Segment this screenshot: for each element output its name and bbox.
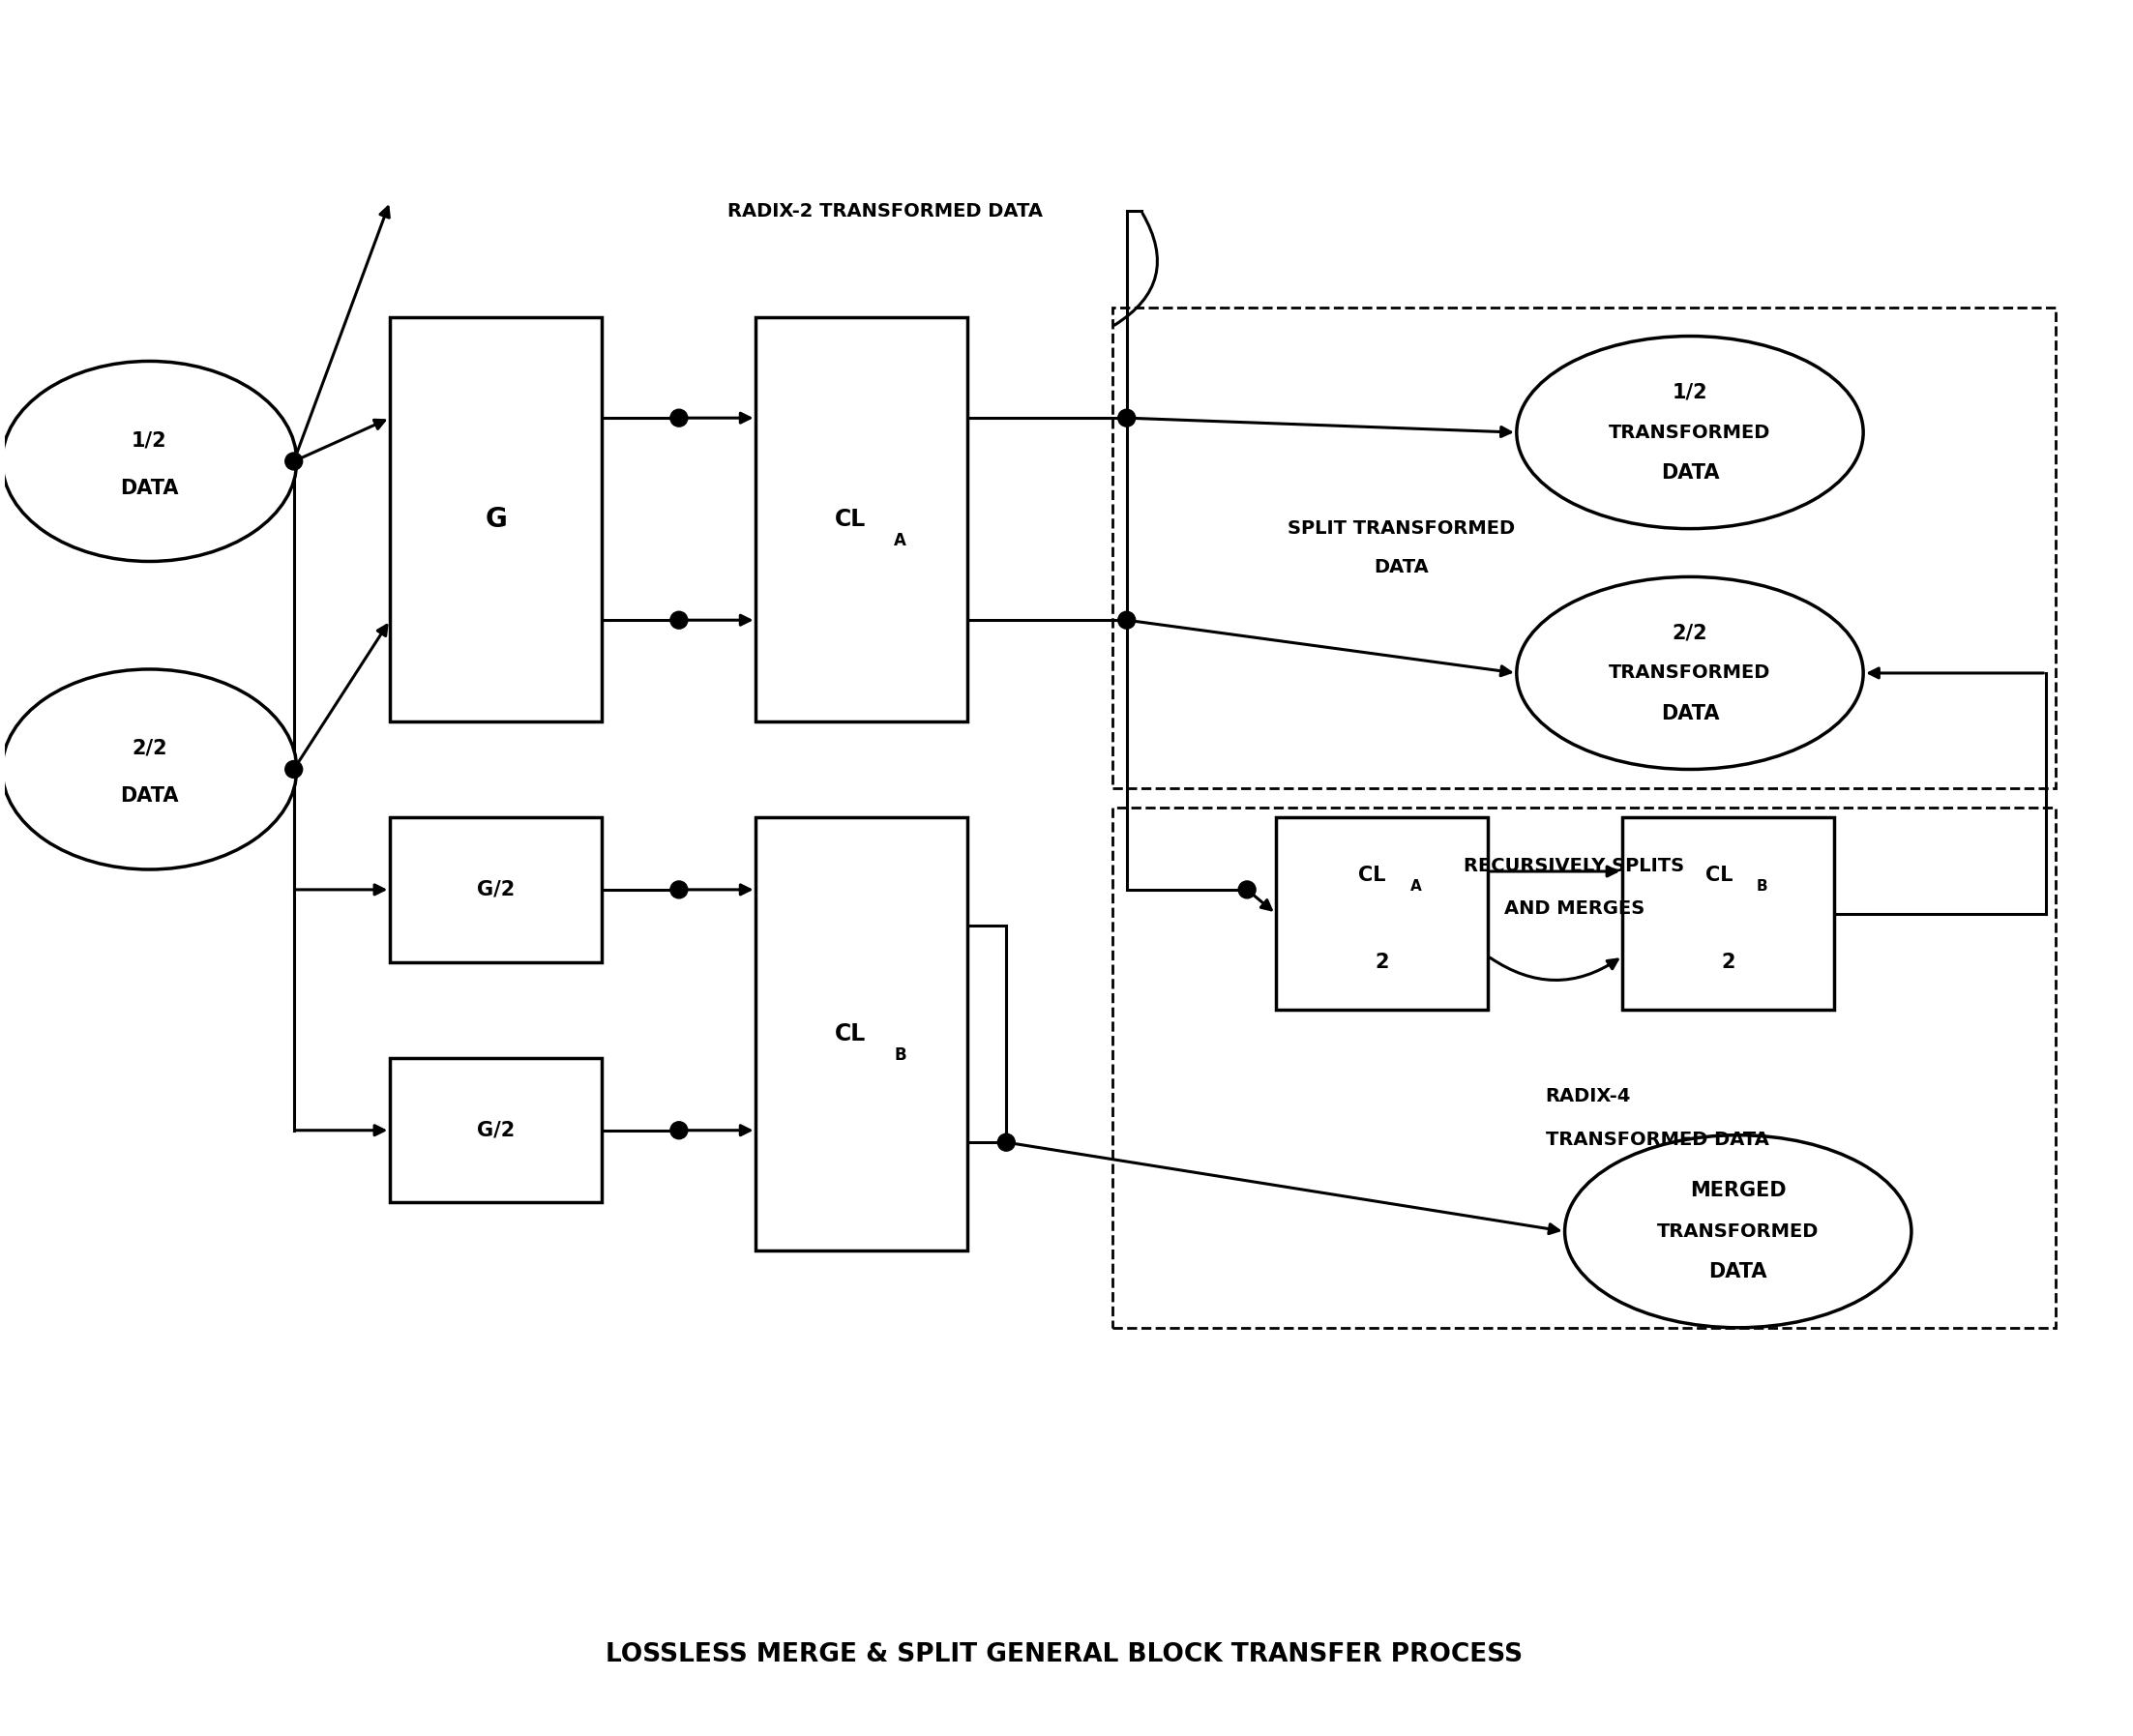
Text: RECURSIVELY SPLITS: RECURSIVELY SPLITS [1463,856,1685,875]
Circle shape [1118,410,1135,427]
Text: CL: CL [1359,866,1386,885]
Bar [390,818,602,962]
Text: TRANSFORMED: TRANSFORMED [1608,663,1770,682]
Circle shape [670,611,687,628]
Bar [1276,818,1487,1010]
Text: A: A [894,531,907,549]
Bar [1623,818,1834,1010]
Text: TRANSFORMED DATA: TRANSFORMED DATA [1546,1130,1768,1149]
Bar [390,1059,602,1203]
Text: DATA: DATA [1374,557,1429,576]
Bar [1111,807,2056,1328]
Text: MERGED: MERGED [1689,1180,1785,1201]
Circle shape [670,880,687,898]
Ellipse shape [2,668,296,870]
Circle shape [670,410,687,427]
Text: RADIX-4: RADIX-4 [1546,1087,1632,1106]
Text: DATA: DATA [119,786,179,806]
Text: TRANSFORMED: TRANSFORMED [1608,424,1770,441]
Bar [1111,307,2056,788]
Text: 2/2: 2/2 [132,738,166,759]
Circle shape [286,453,303,470]
Ellipse shape [1566,1135,1911,1328]
Text: CL: CL [834,507,866,531]
Text: DATA: DATA [119,479,179,498]
Text: 1/2: 1/2 [1672,382,1709,401]
Ellipse shape [1517,337,1864,529]
Text: CL: CL [834,1023,866,1045]
Text: TRANSFORMED: TRANSFORMED [1657,1222,1819,1241]
Bar [390,318,602,720]
Ellipse shape [2,361,296,561]
Text: SPLIT TRANSFORMED: SPLIT TRANSFORMED [1288,519,1514,538]
Text: G/2: G/2 [478,1121,514,1141]
Bar [755,818,968,1250]
Text: CL: CL [1704,866,1732,885]
Circle shape [286,760,303,778]
Circle shape [1118,611,1135,628]
Circle shape [1239,880,1256,898]
Text: DATA: DATA [1662,703,1719,724]
Text: G: G [484,505,508,533]
Ellipse shape [1517,576,1864,769]
Text: A: A [1410,880,1421,894]
Text: DATA: DATA [1709,1262,1768,1281]
Bar [755,318,968,720]
Text: RADIX-2 TRANSFORMED DATA: RADIX-2 TRANSFORMED DATA [727,201,1043,220]
Text: AND MERGES: AND MERGES [1504,899,1645,918]
Text: 2: 2 [1721,951,1736,972]
Text: 1/2: 1/2 [132,431,166,450]
Text: G/2: G/2 [478,880,514,899]
Text: B: B [1758,880,1768,894]
Text: DATA: DATA [1662,464,1719,483]
Circle shape [670,1121,687,1139]
Circle shape [998,1134,1015,1151]
Text: 2/2: 2/2 [1672,623,1709,642]
Text: LOSSLESS MERGE & SPLIT GENERAL BLOCK TRANSFER PROCESS: LOSSLESS MERGE & SPLIT GENERAL BLOCK TRA… [606,1642,1523,1668]
Text: 2: 2 [1376,951,1389,972]
Text: B: B [894,1047,907,1064]
